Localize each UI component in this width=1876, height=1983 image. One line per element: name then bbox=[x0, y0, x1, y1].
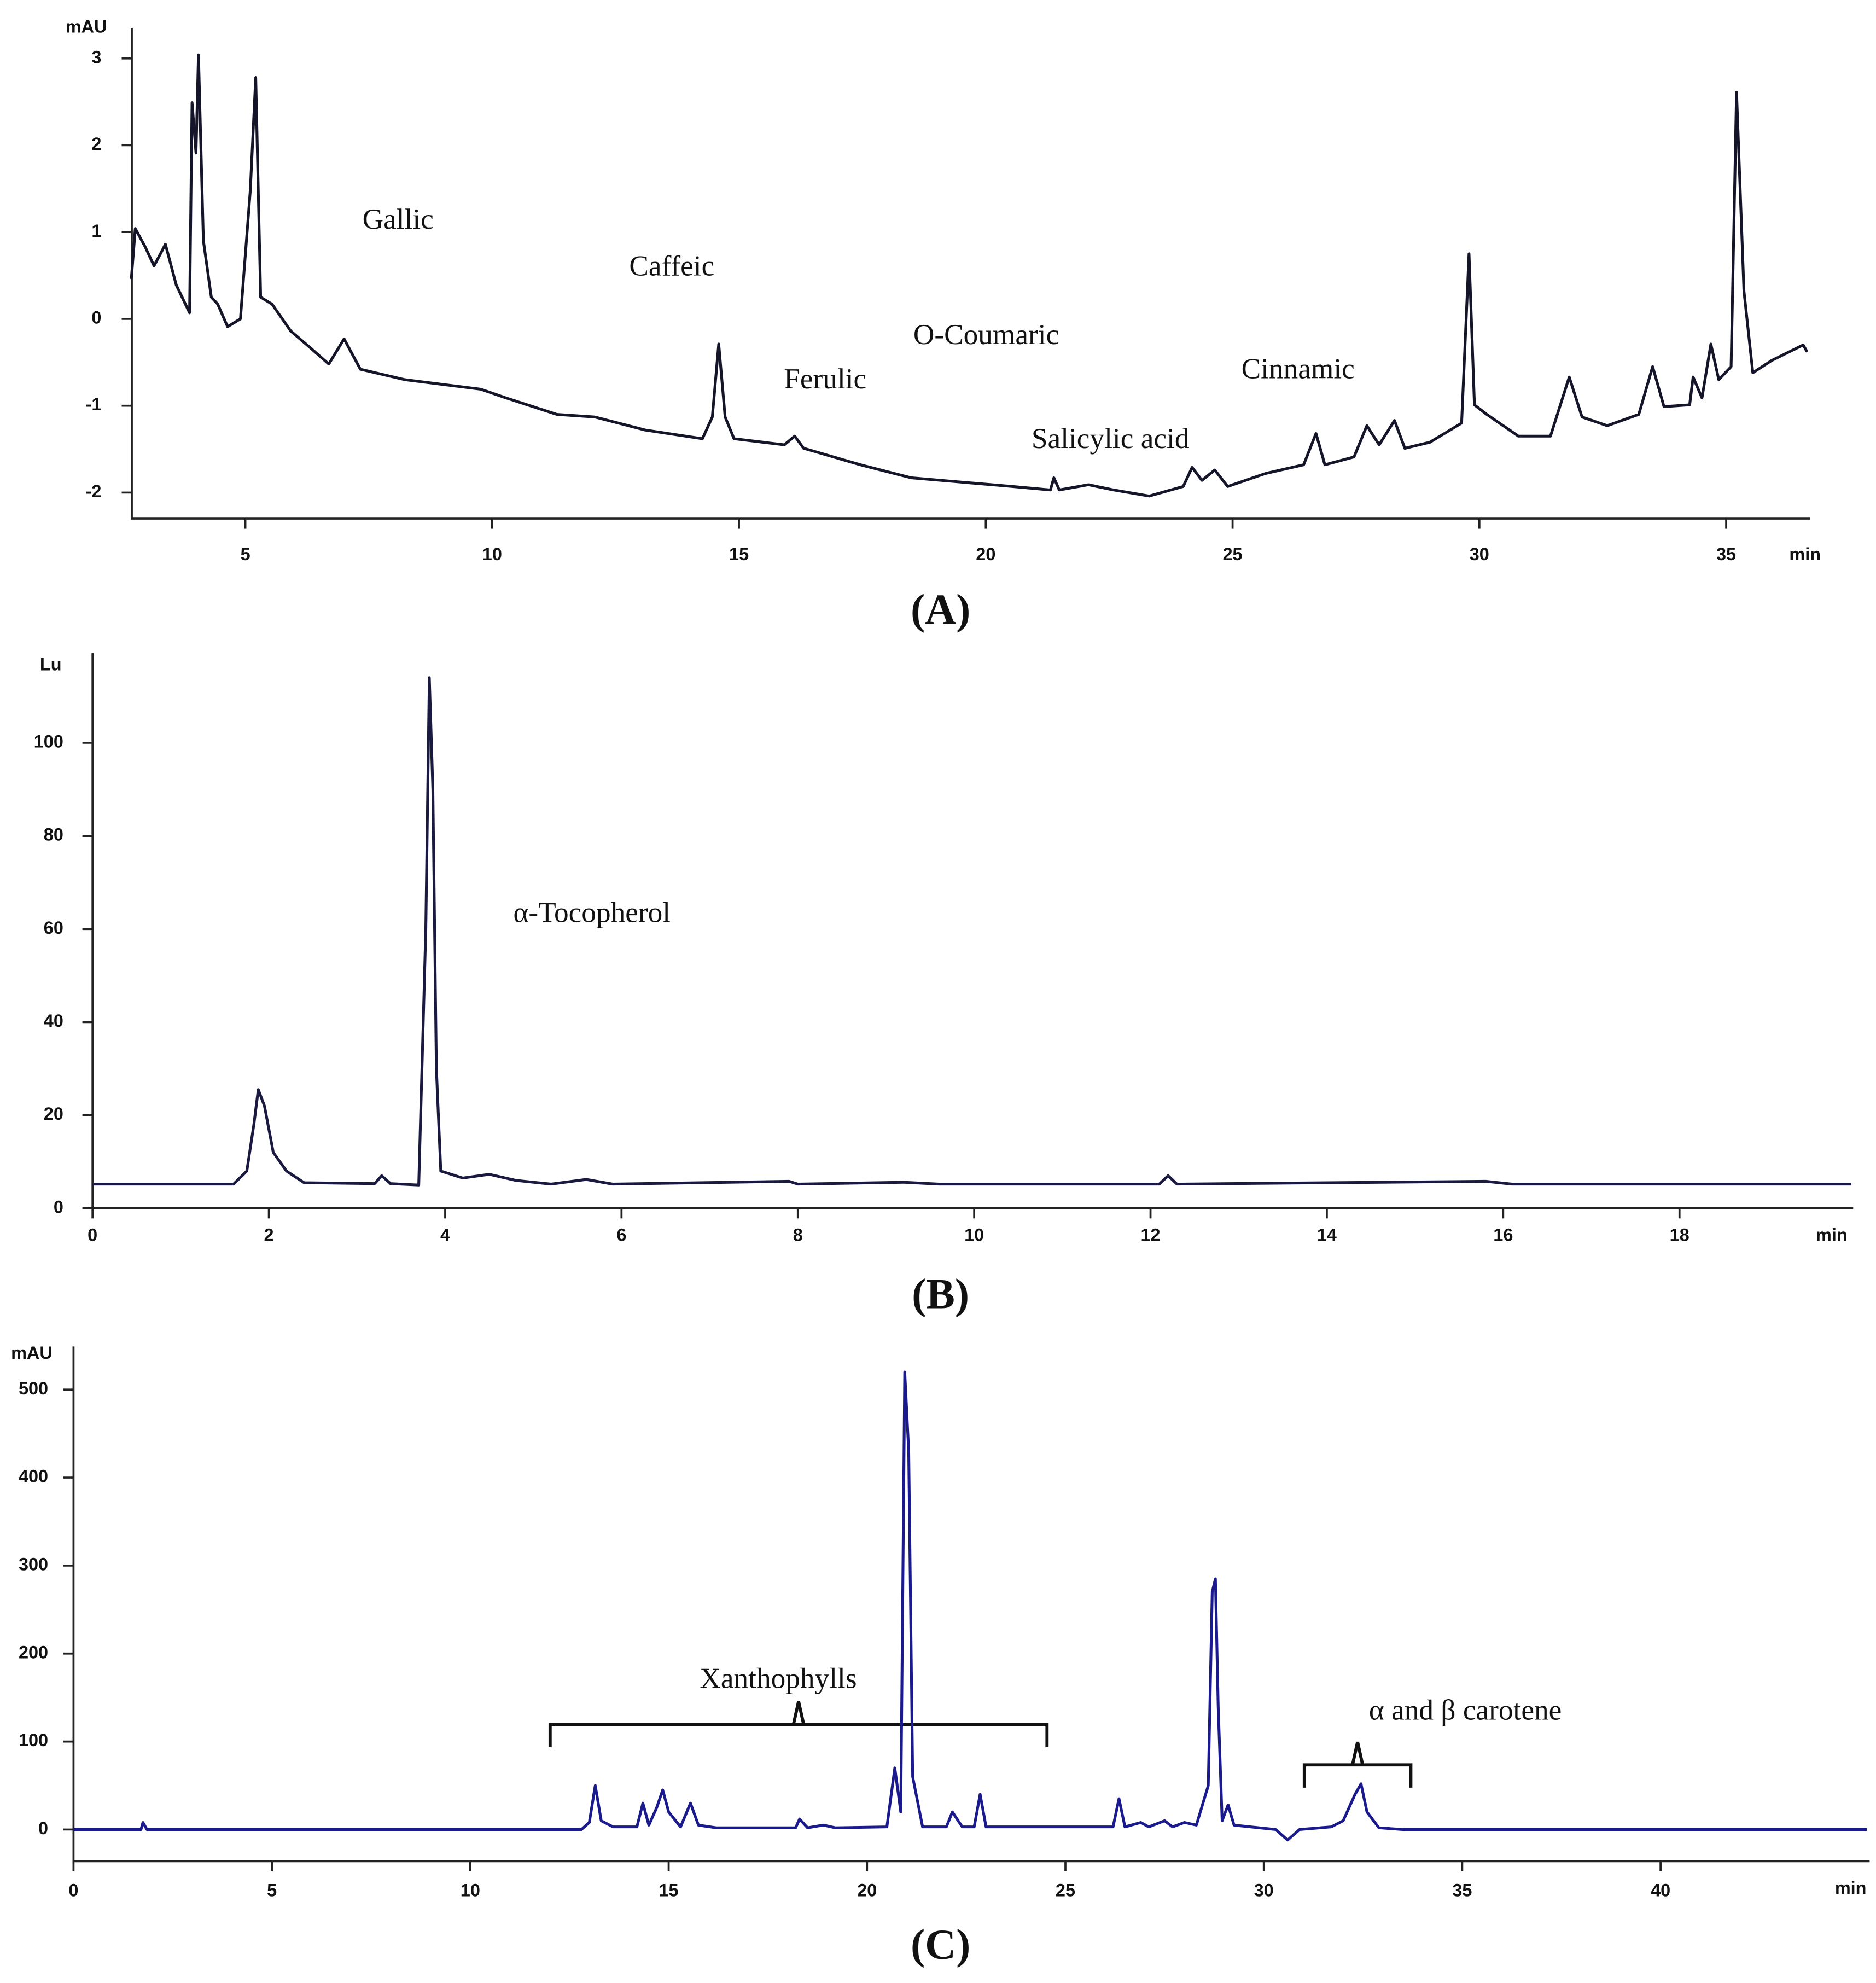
annotation: Xanthophylls bbox=[700, 1662, 857, 1694]
carotene-bracket bbox=[1302, 1741, 1413, 1788]
y-tick-label: 0 bbox=[38, 1818, 48, 1838]
trace bbox=[92, 676, 1852, 1187]
y-tick-label: 400 bbox=[19, 1467, 48, 1486]
y-tick-label: 0 bbox=[91, 308, 101, 328]
x-tick-label: 15 bbox=[659, 1881, 679, 1900]
x-tick-label: 20 bbox=[857, 1881, 877, 1900]
y-tick-label: 1 bbox=[91, 221, 101, 241]
y-tick-label: 20 bbox=[44, 1104, 63, 1124]
y-tick-label: 0 bbox=[54, 1197, 63, 1217]
x-tick-label: 16 bbox=[1493, 1225, 1513, 1245]
y-tick-label: 60 bbox=[44, 918, 63, 938]
annotation: Ferulic bbox=[784, 363, 866, 395]
x-tick-label: 5 bbox=[267, 1881, 277, 1900]
annotation: Caffeic bbox=[629, 250, 714, 282]
y-tick-label: 500 bbox=[19, 1379, 48, 1398]
x-tick-label: 15 bbox=[729, 544, 749, 564]
x-axis-label: min bbox=[1816, 1225, 1848, 1245]
y-tick-label: 40 bbox=[44, 1011, 63, 1031]
x-tick-label: 8 bbox=[793, 1225, 803, 1245]
panel-title: (B) bbox=[912, 1270, 969, 1318]
panel-title: (C) bbox=[911, 1921, 970, 1968]
xanthophylls-bracket bbox=[548, 1701, 1049, 1747]
annotation: Cinnamic bbox=[1242, 352, 1355, 385]
x-tick-label: 6 bbox=[616, 1225, 626, 1245]
y-tick-label: 300 bbox=[19, 1554, 48, 1574]
x-tick-label: 10 bbox=[482, 544, 502, 564]
axes bbox=[72, 1346, 1870, 1863]
x-tick-label: 14 bbox=[1317, 1225, 1337, 1245]
x-tick-label: 10 bbox=[461, 1881, 480, 1900]
y-axis-label: mAU bbox=[11, 1343, 53, 1363]
annotation: Salicylic acid bbox=[1032, 422, 1190, 455]
axes bbox=[91, 653, 1854, 1209]
y-tick-label: 80 bbox=[44, 825, 63, 845]
x-tick-label: 25 bbox=[1223, 544, 1243, 564]
x-tick-label: 18 bbox=[1670, 1225, 1689, 1245]
x-tick-label: 5 bbox=[241, 544, 250, 564]
annotation: O-Coumaric bbox=[913, 318, 1059, 351]
annotation: α and β carotene bbox=[1369, 1694, 1562, 1726]
x-tick-label: 0 bbox=[68, 1881, 78, 1900]
x-axis-label: min bbox=[1835, 1878, 1867, 1898]
x-tick-label: 25 bbox=[1056, 1881, 1075, 1900]
y-tick-label: -2 bbox=[86, 481, 102, 501]
annotation: Gallic bbox=[363, 203, 434, 235]
axes bbox=[131, 28, 1810, 520]
x-tick-label: 20 bbox=[976, 544, 995, 564]
x-tick-label: 35 bbox=[1452, 1881, 1472, 1900]
y-tick-label: 100 bbox=[34, 731, 63, 751]
x-axis-label: min bbox=[1789, 544, 1821, 564]
annotation: α-Tocopherol bbox=[513, 897, 671, 929]
panel-title: (A) bbox=[911, 586, 970, 633]
y-tick-label: 2 bbox=[91, 134, 101, 154]
x-tick-label: 0 bbox=[88, 1225, 97, 1245]
y-tick-label: 3 bbox=[91, 47, 101, 67]
x-tick-label: 12 bbox=[1140, 1225, 1160, 1245]
x-tick-label: 30 bbox=[1254, 1881, 1274, 1900]
x-tick-label: 4 bbox=[440, 1225, 450, 1245]
x-tick-label: 10 bbox=[964, 1225, 984, 1245]
y-axis-label: Lu bbox=[40, 654, 62, 674]
trace bbox=[130, 53, 1809, 498]
x-tick-label: 35 bbox=[1716, 544, 1736, 564]
y-tick-label: 100 bbox=[19, 1730, 48, 1750]
trace bbox=[73, 1370, 1867, 1842]
y-axis-label: mAU bbox=[66, 17, 107, 37]
y-tick-label: -1 bbox=[86, 394, 102, 414]
x-tick-label: 30 bbox=[1470, 544, 1489, 564]
x-tick-label: 2 bbox=[264, 1225, 274, 1245]
y-tick-label: 200 bbox=[19, 1642, 48, 1662]
x-tick-label: 40 bbox=[1651, 1881, 1670, 1900]
